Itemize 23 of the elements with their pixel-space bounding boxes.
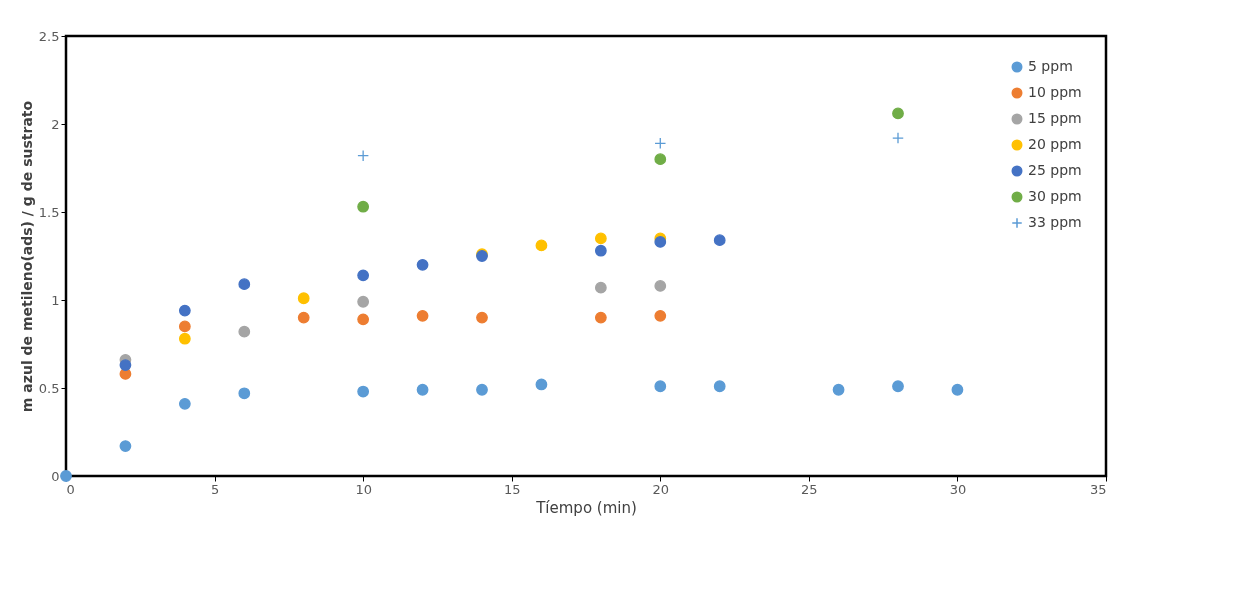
x-tick-label: 25 [801,481,818,497]
x-tick-label: 0 [66,481,75,497]
legend-label: 20 ppm [1028,136,1082,152]
y-tick-label: 1.5 [38,204,60,220]
y-tick-label: 2.5 [38,28,60,44]
y-axis-title: m azul de metileno(ads) / g de sustrato [18,100,35,413]
x-axis-title: Tíempo (min) [535,498,637,517]
legend-label: 5 ppm [1028,58,1073,74]
x-tick-label: 15 [503,481,521,497]
x-tick-label: 20 [652,481,670,497]
y-tick-label: 2 [51,116,60,132]
legend-label: 10 ppm [1028,84,1082,100]
legend-label: 15 ppm [1028,110,1082,126]
x-tick-label: 5 [210,481,220,497]
x-tick-label: 30 [949,481,967,497]
y-tick-label: 0.5 [38,380,60,396]
legend-label: 33 ppm [1028,214,1082,230]
x-tick-label: 35 [1089,481,1107,497]
legend-label: 30 ppm [1028,188,1082,204]
x-tick-label: 10 [355,481,372,497]
legend-label: 25 ppm [1028,162,1082,178]
y-tick-label: 1 [51,292,60,308]
y-tick-label: 0 [51,468,60,484]
